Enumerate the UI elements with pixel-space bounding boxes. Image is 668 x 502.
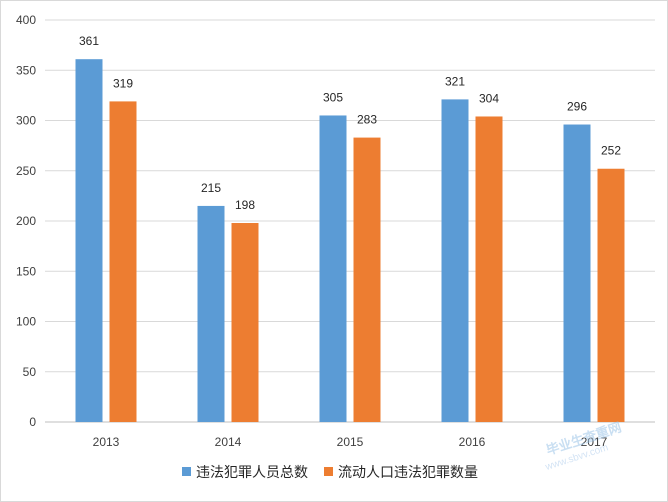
x-tick-label-2017: 2017 — [581, 435, 608, 449]
y-tick-label-200: 200 — [16, 214, 36, 228]
x-axis-ticks: 2013 2014 2015 2016 2017 — [93, 435, 608, 449]
bar-2016-series-1 — [441, 99, 469, 423]
data-label-2017-series-2: 252 — [601, 144, 621, 158]
bar-2017-series-1 — [563, 124, 591, 423]
bar-2015-series-1 — [319, 115, 347, 422]
y-tick-label-400: 400 — [16, 13, 36, 27]
legend-swatch-1 — [182, 467, 191, 476]
y-tick-label-300: 300 — [16, 114, 36, 128]
bar-2015-series-2 — [353, 137, 381, 422]
x-tick-label-2014: 2014 — [215, 435, 242, 449]
data-label-2016-series-2: 304 — [479, 91, 499, 105]
x-tick-label-2016: 2016 — [459, 435, 486, 449]
y-tick-label-150: 150 — [16, 264, 36, 278]
bar-2017-series-2 — [597, 168, 625, 422]
bars — [75, 59, 625, 423]
y-tick-label-250: 250 — [16, 164, 36, 178]
data-label-2015-series-2: 283 — [357, 113, 377, 127]
watermark: 毕业生查重网 www.sbvv.com — [543, 419, 623, 473]
y-tick-label-100: 100 — [16, 315, 36, 329]
x-tick-label-2013: 2013 — [93, 435, 120, 449]
data-label-2014-series-2: 198 — [235, 198, 255, 212]
data-label-2014-series-1: 215 — [201, 181, 221, 195]
bar-2013-series-1 — [75, 59, 103, 422]
legend-label-2: 流动人口违法犯罪数量 — [338, 464, 478, 480]
bar-2014-series-1 — [197, 205, 225, 422]
legend-swatch-2 — [324, 467, 333, 476]
data-label-2013-series-1: 361 — [79, 34, 99, 48]
bar-2016-series-2 — [475, 116, 503, 422]
legend-label-1: 违法犯罪人员总数 — [196, 464, 308, 480]
y-axis-ticks: 0 50 100 150 200 250 300 350 400 — [16, 13, 36, 429]
bar-2014-series-2 — [231, 223, 259, 422]
data-label-2016-series-1: 321 — [445, 74, 465, 88]
data-label-2013-series-2: 319 — [113, 76, 133, 90]
gridlines — [45, 19, 655, 423]
x-tick-label-2015: 2015 — [337, 435, 364, 449]
y-tick-label-0: 0 — [29, 415, 36, 429]
bar-2013-series-2 — [109, 101, 137, 422]
data-label-2015-series-1: 305 — [323, 90, 343, 104]
legend: 违法犯罪人员总数 流动人口违法犯罪数量 — [182, 464, 478, 480]
y-tick-label-350: 350 — [16, 63, 36, 77]
data-labels: 361 319 215 198 305 283 321 304 296 252 — [79, 34, 621, 212]
y-tick-label-50: 50 — [23, 365, 37, 379]
data-label-2017-series-1: 296 — [567, 100, 587, 114]
